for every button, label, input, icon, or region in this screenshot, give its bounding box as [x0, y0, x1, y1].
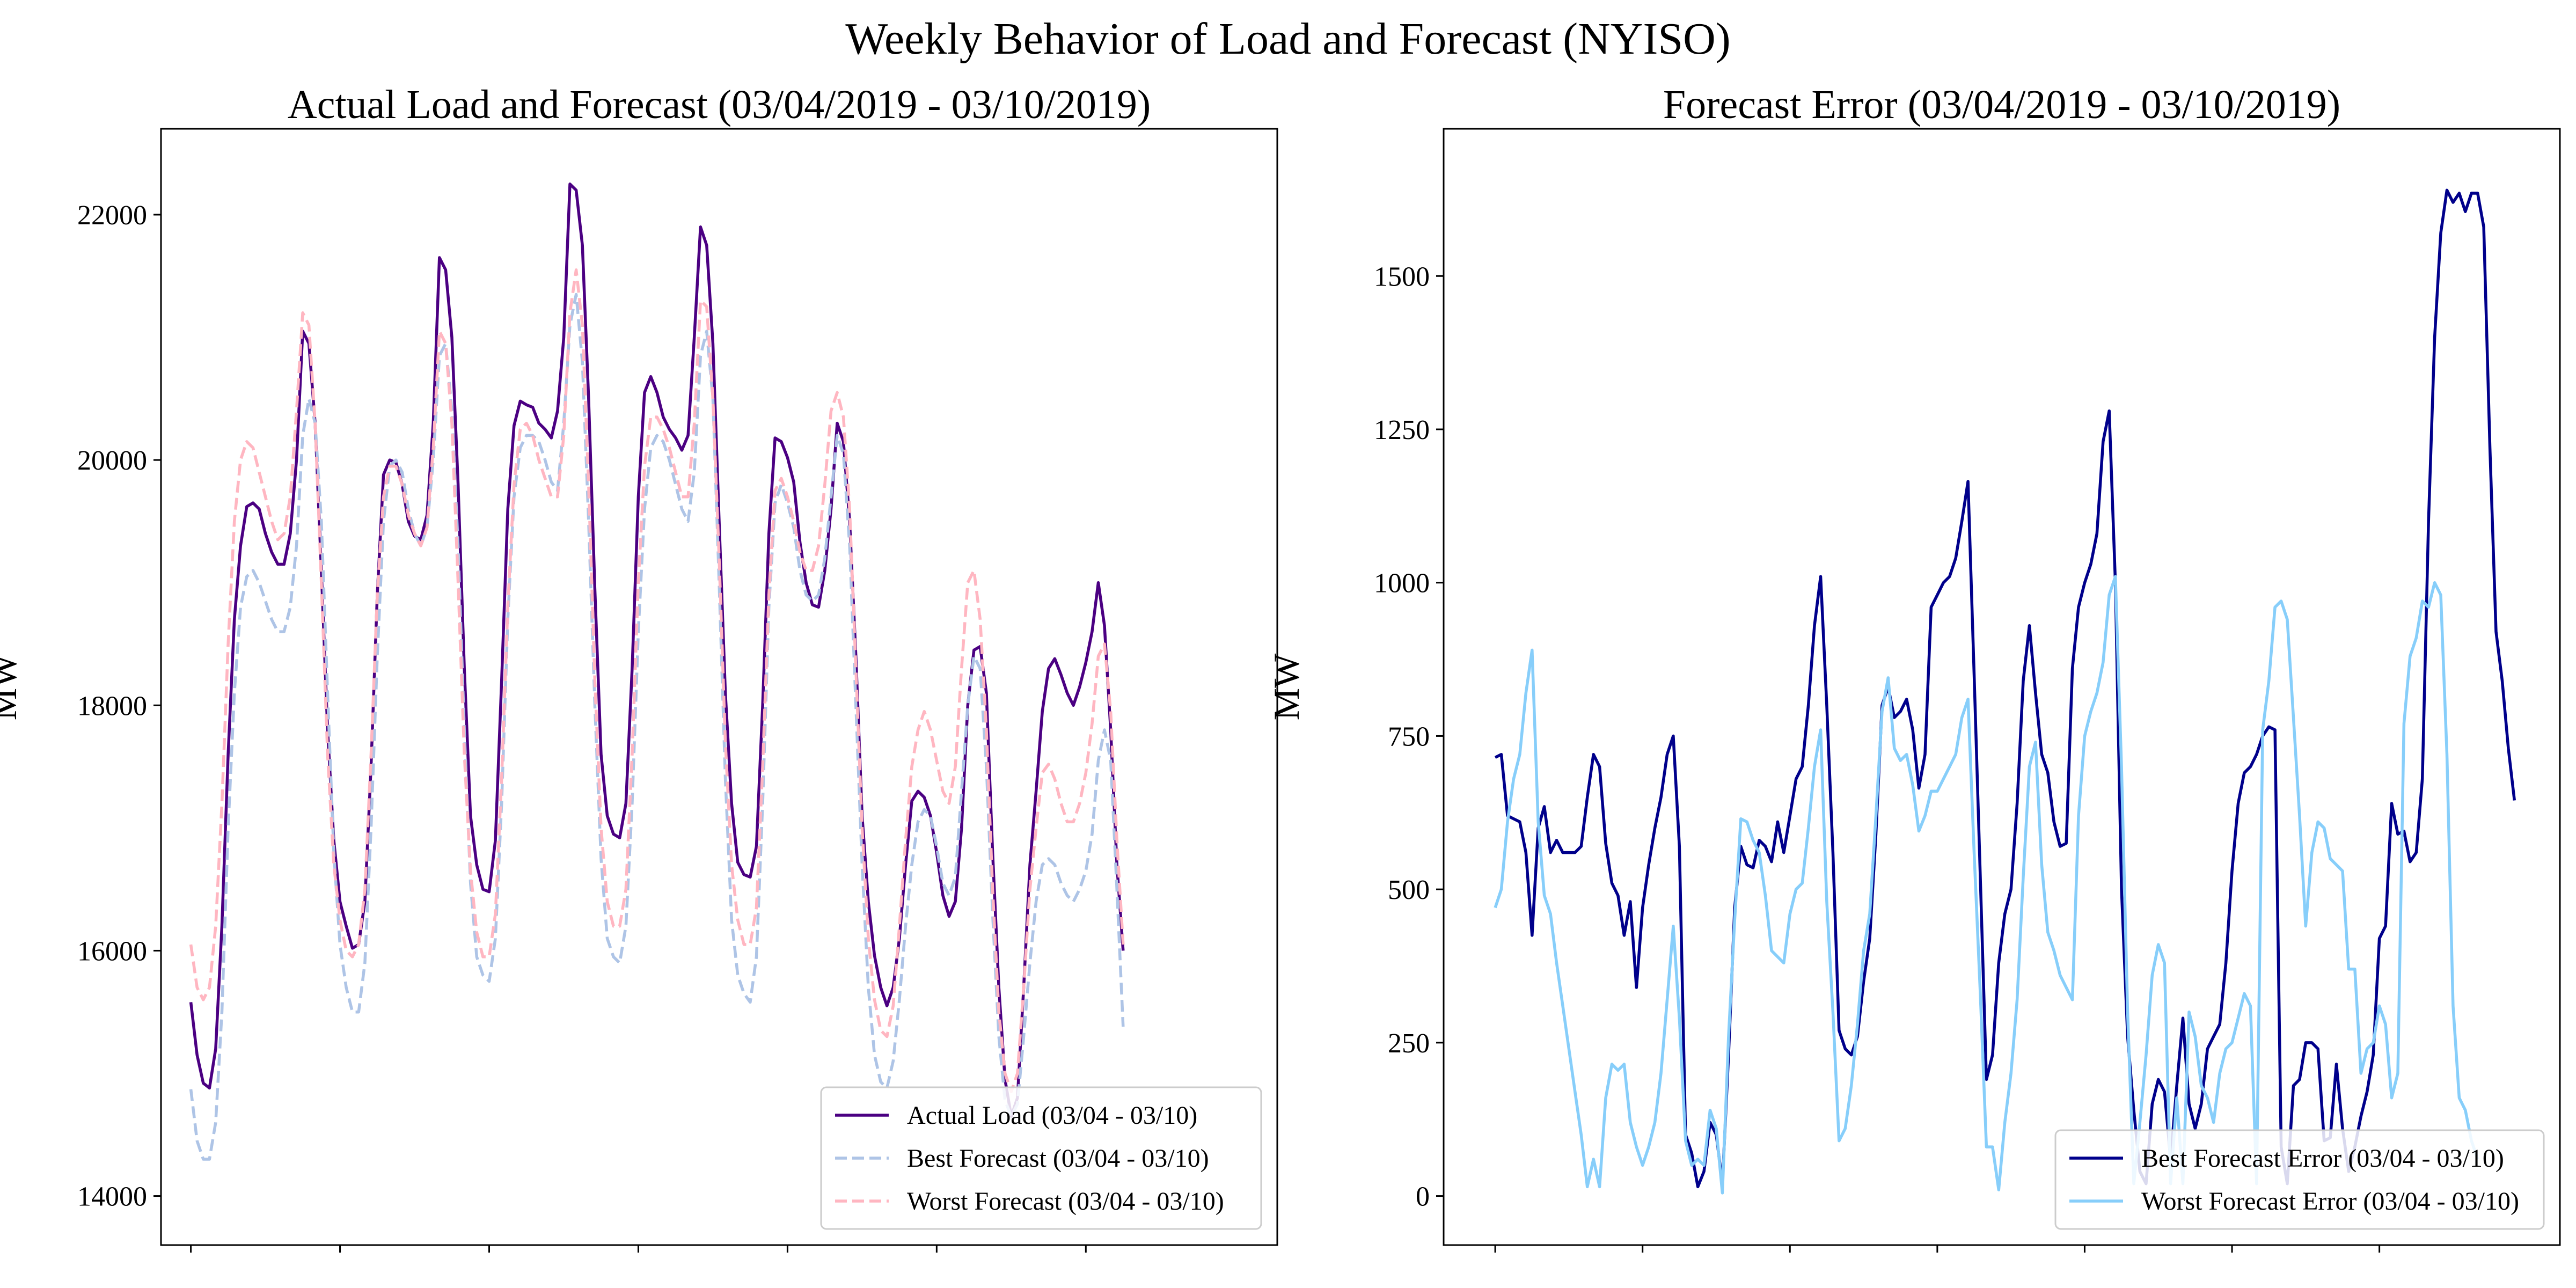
- y-axis-label: MW: [0, 653, 24, 720]
- legend-label: Best Forecast (03/04 - 03/10): [907, 1144, 1209, 1173]
- chart-title: Actual Load and Forecast (03/04/2019 - 0…: [288, 82, 1151, 127]
- chart-panel-2: Forecast Error (03/04/2019 - 03/10/2019)…: [1266, 82, 2561, 1253]
- y-tick-label: 250: [1388, 1028, 1430, 1059]
- y-tick-label: 1500: [1374, 261, 1430, 292]
- legend-label: Worst Forecast (03/04 - 03/10): [907, 1187, 1224, 1216]
- figure-suptitle: Weekly Behavior of Load and Forecast (NY…: [845, 14, 1730, 64]
- y-tick-label: 20000: [77, 445, 147, 476]
- legend-box: [820, 1086, 1262, 1230]
- legend-label: Actual Load (03/04 - 03/10): [907, 1101, 1197, 1130]
- series-line-2: [189, 292, 1125, 1161]
- y-tick-label: 1250: [1374, 415, 1430, 445]
- legend: Actual Load (03/04 - 03/10) Best Forecast…: [820, 1086, 1262, 1230]
- y-tick-label: 750: [1388, 721, 1430, 752]
- y-tick-label: 500: [1388, 875, 1430, 905]
- axes-frame: [1443, 128, 2561, 1246]
- legend-box: [2054, 1129, 2545, 1230]
- legend-label: Best Forecast Error (03/04 - 03/10): [2141, 1144, 2504, 1173]
- legend-label: Worst Forecast Error (03/04 - 03/10): [2141, 1187, 2519, 1216]
- series-line-2: [1494, 575, 2479, 1195]
- legend: Best Forecast Error (03/04 - 03/10) Worst…: [2054, 1129, 2545, 1230]
- chart-panel-1: Actual Load and Forecast (03/04/2019 - 0…: [0, 82, 1278, 1253]
- y-tick-label: 22000: [77, 200, 147, 231]
- series-line-3: [189, 268, 1125, 1094]
- y-tick-label: 0: [1416, 1182, 1430, 1212]
- series-line-1: [189, 182, 1125, 1118]
- y-axis-label: MW: [1266, 653, 1307, 720]
- axes-frame: [160, 128, 1278, 1246]
- y-tick-label: 1000: [1374, 568, 1430, 599]
- y-tick-label: 18000: [77, 691, 147, 721]
- y-tick-label: 14000: [77, 1182, 147, 1212]
- chart-title: Forecast Error (03/04/2019 - 03/10/2019): [1663, 82, 2340, 127]
- y-tick-label: 16000: [77, 936, 147, 967]
